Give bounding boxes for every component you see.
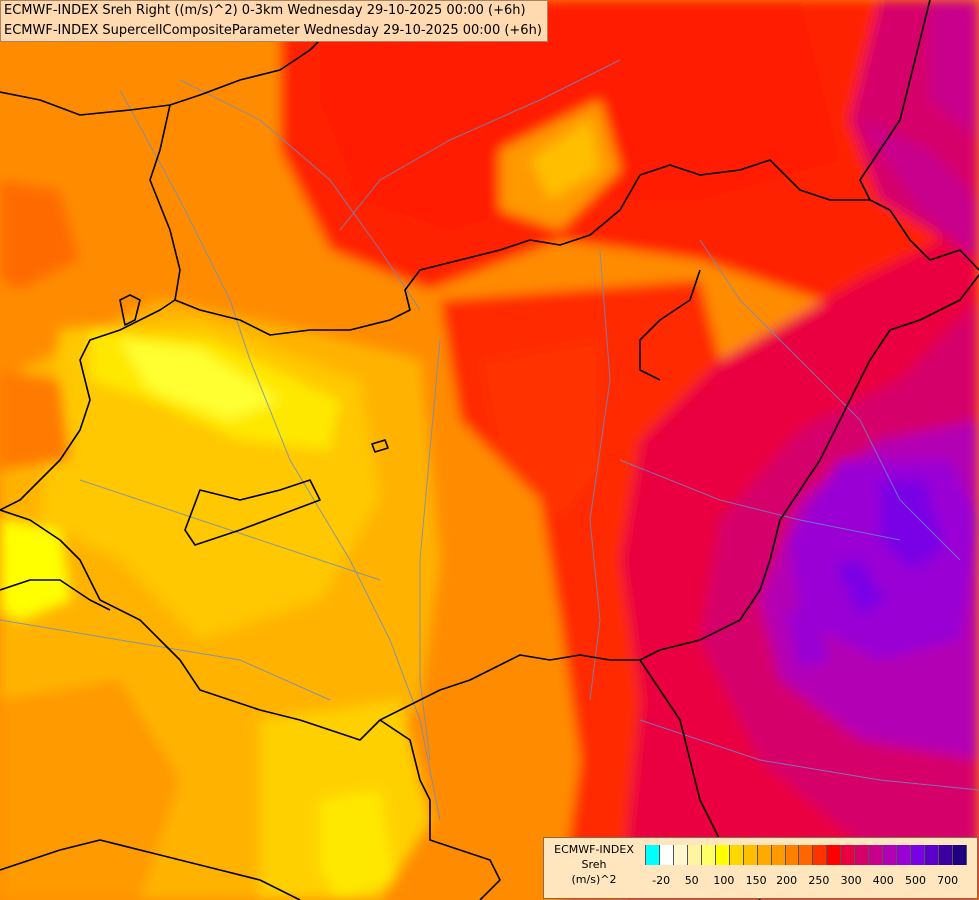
legend-tick-label: 250: [808, 874, 830, 887]
legend-swatches: [645, 845, 967, 865]
legend-swatch: [799, 845, 814, 865]
legend-tick-label: -20: [652, 874, 671, 887]
title-line-1: ECMWF-INDEX Sreh Right ((m/s)^2) 0-3km W…: [4, 3, 526, 18]
legend-title-line-3: (m/s)^2: [571, 873, 617, 886]
legend-swatch: [911, 845, 926, 865]
legend-swatch: [827, 845, 842, 865]
legend-swatch: [897, 845, 912, 865]
rivers: [0, 59, 979, 821]
legend-tick-label: 100: [713, 874, 735, 887]
legend-tick-label: 150: [745, 874, 767, 887]
legend-tick-label: 400: [872, 874, 894, 887]
legend-swatch: [813, 845, 828, 865]
legend-tick-label: 500: [904, 874, 926, 887]
legend-tick-label: 200: [776, 874, 798, 887]
legend-swatch: [883, 845, 898, 865]
legend-swatch: [785, 845, 800, 865]
title-line-2: ECMWF-INDEX SupercellCompositeParameter …: [4, 23, 542, 38]
legend-tick-label: 700: [937, 874, 959, 887]
legend-swatch: [659, 845, 674, 865]
legend-swatch: [701, 845, 716, 865]
map-title-box: ECMWF-INDEX Sreh Right ((m/s)^2) 0-3km W…: [0, 0, 548, 42]
legend-swatch: [757, 845, 772, 865]
legend-swatch: [952, 845, 967, 865]
legend-swatch: [939, 845, 953, 865]
legend-ticks: -20 50 100 150 200 250 300 400 500 700: [645, 874, 967, 890]
legend-title-line-2: Sreh: [581, 858, 607, 871]
legend-title-line-1: ECMWF-INDEX: [554, 843, 634, 856]
legend-swatch: [841, 845, 856, 865]
legend-swatch: [687, 845, 702, 865]
legend-swatch: [729, 845, 744, 865]
legend-tick-label: 50: [684, 874, 699, 887]
legend-swatch: [743, 845, 758, 865]
legend-swatch: [869, 845, 884, 865]
color-legend: ECMWF-INDEX Sreh (m/s)^2 -20 50 100 150 200 2…: [543, 837, 978, 899]
legend-title: ECMWF-INDEX Sreh (m/s)^2: [544, 842, 644, 887]
legend-swatch: [771, 845, 786, 865]
legend-swatch: [855, 845, 870, 865]
legend-swatch: [673, 845, 688, 865]
legend-tick-label: 300: [840, 874, 862, 887]
legend-swatch: [645, 845, 660, 865]
legend-swatch: [715, 845, 730, 865]
legend-swatch: [925, 845, 940, 865]
